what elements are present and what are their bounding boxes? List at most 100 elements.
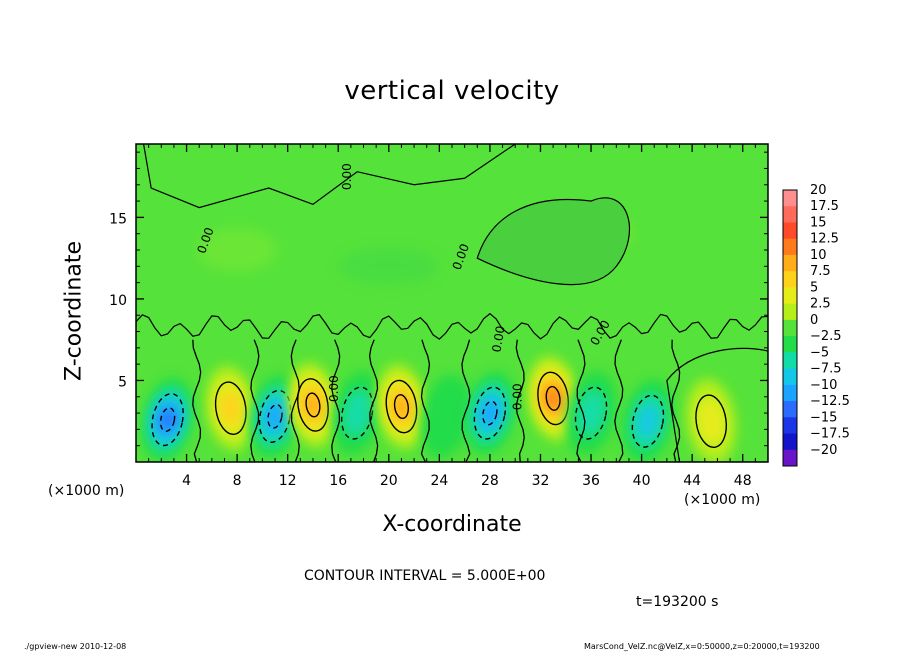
x-tick-label: 44 [683,473,701,489]
contour-label: 0.00 [327,375,341,402]
contour-line [473,386,507,440]
zero-contour [576,339,586,462]
colorbar-swatch [783,238,797,256]
colorbar-swatch [783,368,797,386]
convection-cell [332,371,383,455]
plot-area: 0.000.000.000.000.000.000.004 8 12 16 20 24 28… [109,143,769,489]
zero-contour [461,339,471,462]
x-tick-label: 48 [734,473,752,489]
colorbar-swatch [783,222,797,240]
colorbar-level-label: 10 [810,248,827,263]
contour-line [631,394,665,448]
colorbar-level-label: −17.5 [810,427,850,442]
colorbar-level-label: −2.5 [810,329,842,344]
contour-line [340,386,374,440]
y-tick-label: 10 [109,293,127,309]
cell-shade [160,410,175,429]
convection-cell [288,362,338,448]
convection-cell [528,356,578,441]
field-cells: 0.000.000.000.000.000.000.00 [136,144,768,462]
zero-contour [331,339,341,462]
x-unit-label-left: (×1000 m) [48,483,125,499]
footer-right-text: MarsCond_VelZ.nc@VelZ,x=0:50000,z=0:2000… [584,642,820,651]
colorbar-swatch [783,433,797,451]
colorbar-level-label: 2.5 [810,297,831,312]
zero-contour [476,197,631,286]
colorbar-level-label: 5 [810,280,818,295]
colorbar-level-label: −12.5 [810,394,850,409]
convection-cell [420,374,471,459]
colorbar-swatch [783,449,797,467]
x-tick-label: 8 [233,473,242,489]
x-unit-label-right: (×1000 m) [684,492,761,508]
convection-cell [376,364,426,449]
cell-shade [637,405,659,438]
cell-shade [220,391,242,425]
contour-line [258,389,292,443]
zero-contour [368,339,379,462]
field-texture [197,228,278,272]
convection-cell [686,379,736,462]
x-tick-label: 40 [633,473,651,489]
x-tick-label: 12 [279,473,297,489]
colorbar-level-label: −20 [810,443,837,458]
contour-interval-text: CONTOUR INTERVAL = 5.000E+00 [304,568,546,584]
cell-shade [420,374,471,459]
colorbar-swatch [783,190,797,207]
colorbar-swatch [783,206,797,223]
convection-cell [464,371,516,455]
convection-cell [249,374,301,459]
time-label: t=193200 s [636,594,719,610]
contour-label: 0.00 [511,383,525,410]
colorbar-swatch [783,336,797,353]
contour-line [545,385,561,411]
zero-contour [671,339,681,462]
y-tick-label: 5 [118,374,127,390]
colorbar-swatch [783,287,797,305]
x-axis-label: X-coordinate [382,512,522,537]
x-tick-label: 20 [380,473,398,489]
cell-shade [393,394,410,419]
x-tick-label: 28 [481,473,499,489]
zero-contour [250,339,260,462]
colorbar-level-label: 12.5 [810,232,839,247]
colorbar-swatch [783,417,797,435]
convection-cell [565,371,617,455]
x-tick-label: 24 [430,473,448,489]
x-tick-label: 16 [329,473,347,489]
colorbar-swatch [783,319,797,337]
cell-shade [576,389,607,437]
zero-contour [515,339,525,462]
cell-shade [481,401,499,425]
colorbar-level-label: 20 [810,183,827,198]
cell-shade [266,404,284,429]
contour-line [159,407,176,432]
colorbar-level-label: −5 [810,345,829,360]
zero-contour [136,312,768,340]
colorbar-swatch [783,352,797,370]
colorbar-level-label: −15 [810,410,837,425]
contour-line [214,381,247,435]
cell-shade [696,397,726,446]
convection-cell [142,377,193,462]
zero-contour [614,339,624,462]
contour-line [482,400,498,426]
zero-contour [420,339,431,462]
contour-line [151,393,184,447]
colorbar-swatch [783,303,797,321]
zero-contour [142,144,516,209]
y-tick-label: 15 [109,211,127,227]
x-tick-label: 32 [532,473,550,489]
colorbar-level-label: 17.5 [810,199,839,214]
colorbar-frame [782,189,798,467]
colorbar-swatch [783,384,797,402]
cell-shade [342,389,373,437]
contour-line [393,394,410,420]
x-tick-label: 4 [182,473,191,489]
colorbar-swatch [783,401,797,418]
zero-contour [290,339,300,462]
colorbar-level-label: 15 [810,215,827,230]
contour-line [537,371,570,426]
